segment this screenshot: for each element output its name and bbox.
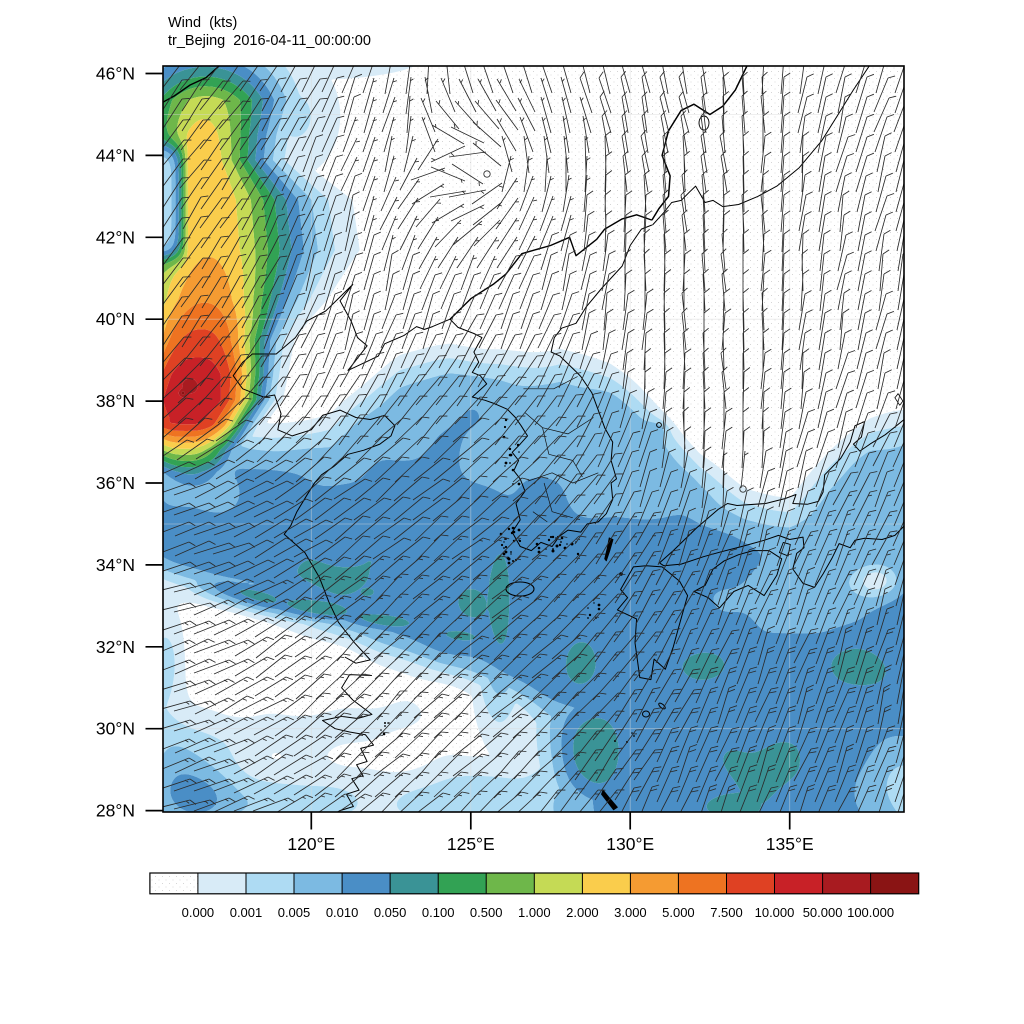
svg-text:46°N: 46°N <box>96 64 135 84</box>
svg-text:0.000: 0.000 <box>182 905 215 920</box>
svg-text:2.000: 2.000 <box>566 905 599 920</box>
svg-text:42°N: 42°N <box>96 227 135 247</box>
svg-text:5.000: 5.000 <box>662 905 695 920</box>
svg-text:38°N: 38°N <box>96 391 135 411</box>
svg-text:100.000: 100.000 <box>847 905 894 920</box>
svg-text:120°E: 120°E <box>287 834 335 854</box>
svg-text:44°N: 44°N <box>96 145 135 165</box>
svg-text:0.010: 0.010 <box>326 905 359 920</box>
svg-text:50.000: 50.000 <box>803 905 843 920</box>
svg-text:0.005: 0.005 <box>278 905 311 920</box>
svg-text:30°N: 30°N <box>96 719 135 739</box>
svg-text:135°E: 135°E <box>766 834 814 854</box>
svg-text:40°N: 40°N <box>96 309 135 329</box>
svg-text:Wind (kts): Wind (kts) <box>168 15 237 31</box>
svg-text:0.500: 0.500 <box>470 905 503 920</box>
svg-text:0.100: 0.100 <box>422 905 455 920</box>
svg-text:34°N: 34°N <box>96 555 135 575</box>
svg-text:130°E: 130°E <box>606 834 654 854</box>
svg-text:28°N: 28°N <box>96 801 135 821</box>
svg-text:1.000: 1.000 <box>518 905 551 920</box>
svg-text:0.050: 0.050 <box>374 905 407 920</box>
svg-text:7.500: 7.500 <box>710 905 743 920</box>
svg-text:3.000: 3.000 <box>614 905 647 920</box>
svg-text:32°N: 32°N <box>96 637 135 657</box>
svg-text:tr_Bejing 2016-04-11_00:00:00: tr_Bejing 2016-04-11_00:00:00 <box>168 33 371 49</box>
svg-text:0.001: 0.001 <box>230 905 263 920</box>
svg-text:125°E: 125°E <box>447 834 495 854</box>
svg-text:36°N: 36°N <box>96 473 135 493</box>
svg-text:10.000: 10.000 <box>755 905 795 920</box>
